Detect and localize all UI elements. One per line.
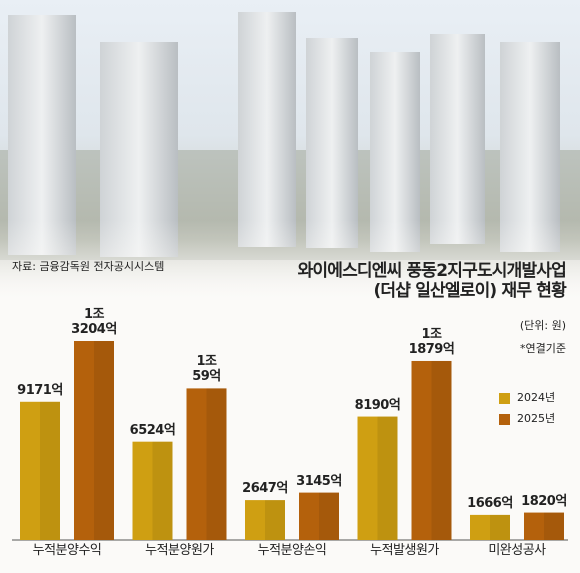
- value-label: 1조 59억: [192, 354, 221, 385]
- value-label: 1666억: [467, 495, 513, 511]
- bar-shade: [206, 388, 227, 540]
- bar-shade: [377, 416, 398, 540]
- x-tick-label: 누적분양수익: [32, 543, 102, 558]
- bar-shade: [490, 514, 510, 540]
- chart-title: 와이에스디엔씨 풍동2지구도시개발사업 (더샵 일산엘로이) 재무 현황: [297, 261, 567, 301]
- bar-shade: [544, 512, 564, 540]
- bar: [470, 514, 510, 540]
- source: 자료: 금융감독원 전자공시시스템: [12, 260, 165, 273]
- bar: [132, 441, 173, 540]
- legend-label: 2025년: [517, 412, 556, 425]
- bar-shade: [94, 341, 114, 540]
- bar-shade: [431, 360, 452, 540]
- bar: [20, 401, 60, 540]
- legend-label: 2024년: [517, 391, 556, 404]
- bar: [299, 492, 339, 540]
- bar: [245, 500, 285, 540]
- note: *연결기준: [520, 342, 566, 355]
- bar: [524, 512, 564, 540]
- bar: [74, 341, 114, 540]
- bar: [357, 416, 398, 540]
- value-label: 1820억: [521, 493, 567, 509]
- unit: (단위: 원): [519, 319, 566, 332]
- bar-shade: [265, 500, 285, 540]
- value-label: 2647억: [242, 481, 288, 497]
- value-label: 9171억: [17, 382, 63, 398]
- x-tick-label: 누적분양손익: [257, 543, 327, 558]
- background-photo: [0, 0, 580, 310]
- value-label: 1조 1879억: [408, 326, 455, 357]
- x-tick-label: 누적분양원가: [145, 543, 214, 558]
- value-label: 6524억: [129, 422, 176, 438]
- value-label: 1조 3204억: [71, 307, 117, 337]
- x-tick-label: 미완성공사: [488, 543, 546, 558]
- bar-shade: [40, 401, 60, 540]
- bar-shade: [319, 492, 339, 540]
- x-tick-label: 누적발생원가: [370, 543, 439, 558]
- legend-swatch: [499, 393, 510, 404]
- bar-shade: [152, 441, 173, 540]
- value-label: 3145억: [296, 473, 342, 489]
- bar: [411, 360, 452, 540]
- value-label: 8190억: [354, 397, 401, 413]
- bar: [186, 388, 227, 540]
- legend-swatch: [499, 414, 510, 425]
